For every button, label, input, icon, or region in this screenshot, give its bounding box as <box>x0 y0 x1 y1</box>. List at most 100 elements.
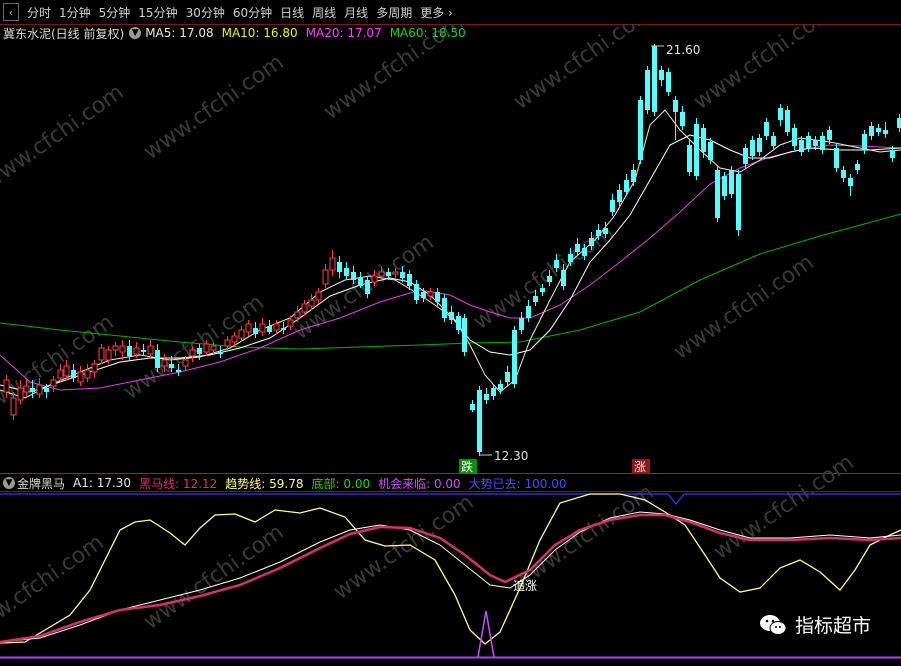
candle-body <box>407 274 412 286</box>
candle-body <box>743 148 748 164</box>
period-toolbar: ‹ 分时 1分钟 5分钟 15分钟 30分钟 60分钟 日线 周线 月线 多周期… <box>0 0 901 24</box>
watermark-text: www.cfchi.com <box>509 480 658 595</box>
watermark-text: www.cfchi.com <box>0 310 119 425</box>
candle-body <box>715 170 720 218</box>
candle-body <box>218 352 223 354</box>
trend-value: 趋势线: 59.78 <box>225 476 304 491</box>
candle-body <box>127 346 132 356</box>
candle-body <box>50 379 57 387</box>
watermark-group: www.cfchi.com www.cfchi.com www.cfchi.com w… <box>0 0 859 645</box>
candle-body <box>897 118 901 128</box>
candle-body <box>462 318 467 352</box>
candle-body <box>133 347 140 355</box>
candle-body <box>3 379 10 393</box>
high-price-label: 21.60 <box>666 43 700 57</box>
candle-body <box>141 350 146 352</box>
indicator-info-bar: ▼ 金牌黑马 A1: 17.30 黑马线: 12.12 趋势线: 59.78 底… <box>0 474 575 492</box>
candle-body <box>526 306 531 318</box>
candle-body <box>806 136 811 148</box>
watermark-text: www.cfchi.com <box>329 490 478 605</box>
chevron-down-icon[interactable]: ▼ <box>129 27 142 39</box>
chase-label: 追涨 <box>513 578 537 593</box>
wechat-icon <box>759 614 787 635</box>
candle-body <box>568 254 573 262</box>
candle-body <box>112 345 119 351</box>
chevron-down-icon[interactable]: ▼ <box>3 477 15 489</box>
candle-body <box>294 311 301 319</box>
candle-body <box>848 178 853 186</box>
candle-body <box>267 326 272 332</box>
heima-value: 黑马线: 12.12 <box>139 476 218 491</box>
candle-body <box>785 110 790 132</box>
candle-body <box>631 170 636 182</box>
candle-body <box>210 345 217 351</box>
candle-body <box>680 112 685 126</box>
candle-body <box>722 176 727 196</box>
period-tab-multi[interactable]: 多周期 <box>376 5 413 20</box>
period-tab-tick[interactable]: 分时 <box>27 5 52 20</box>
candle-body <box>315 291 322 301</box>
period-tab-30min[interactable]: 30分钟 <box>185 5 225 20</box>
period-tab-weekly[interactable]: 周线 <box>312 5 337 20</box>
candle-body <box>224 339 231 347</box>
fall-signal-bg <box>459 459 477 474</box>
a1-line <box>0 511 901 643</box>
candle-body <box>547 276 552 282</box>
period-tab-60min[interactable]: 60分钟 <box>232 5 273 20</box>
candle-body <box>582 248 587 256</box>
chevron-left-icon[interactable]: ‹ <box>3 3 19 21</box>
candle-body <box>371 275 378 283</box>
watermark-text: www.cfchi.com <box>0 530 109 645</box>
rise-signal-bg <box>632 459 650 474</box>
candle-body <box>736 174 741 230</box>
period-tab-5min[interactable]: 5分钟 <box>98 5 131 20</box>
fall-signal: 跌 <box>461 459 473 474</box>
candle-body <box>841 170 846 178</box>
period-tab-15min[interactable]: 15分钟 <box>138 5 178 20</box>
candle-body <box>44 388 49 392</box>
candle-body <box>505 372 510 382</box>
ma-info-bar: 冀东水泥(日线 前复权) ▼ MA5: 17.08 MA10: 16.80 MA… <box>0 24 474 42</box>
candle-body <box>708 142 713 160</box>
candle-body <box>890 150 895 158</box>
candle-body <box>533 296 538 302</box>
candle-body <box>799 140 804 152</box>
watermark-text: www.cfchi.com <box>0 80 129 195</box>
candle-body <box>477 390 482 452</box>
ma20-line <box>0 144 901 391</box>
candle-body <box>253 328 258 334</box>
period-tab-more[interactable]: 更多 › <box>420 4 453 21</box>
candle-body <box>596 230 601 236</box>
candle-body <box>442 298 447 318</box>
candle-body <box>498 384 503 390</box>
candle-body <box>36 384 43 395</box>
candle-body <box>63 365 70 377</box>
candle-body <box>750 140 755 156</box>
candle-body <box>386 272 391 276</box>
candle-body <box>30 388 35 392</box>
indicator-name: 金牌黑马 <box>17 476 66 491</box>
candle-body <box>876 128 881 132</box>
period-tab-daily[interactable]: 日线 <box>280 5 305 20</box>
candle-body <box>281 328 286 330</box>
candle-body <box>98 347 105 361</box>
candle-body <box>344 268 349 276</box>
gone-value: 大势已去: 100.00 <box>468 476 567 491</box>
bottom-spike <box>477 610 495 658</box>
ma60-value: MA60: 18.50 <box>389 26 466 40</box>
period-tab-1min[interactable]: 1分钟 <box>59 5 91 20</box>
badge-text: 指标超市 <box>794 615 871 637</box>
candle-body <box>694 124 699 176</box>
candle-body <box>827 130 832 140</box>
candle-body <box>322 269 329 285</box>
candle-body <box>414 284 419 300</box>
rise-signal: 涨 <box>634 459 646 474</box>
candle-body <box>540 288 545 292</box>
candle-body <box>575 244 580 252</box>
candle-body <box>77 371 84 383</box>
trend-line <box>0 493 901 645</box>
candle-body <box>337 262 342 272</box>
period-tab-monthly[interactable]: 月线 <box>344 5 369 20</box>
candle-body <box>421 292 426 298</box>
ma20-value: MA20: 17.07 <box>305 26 382 40</box>
